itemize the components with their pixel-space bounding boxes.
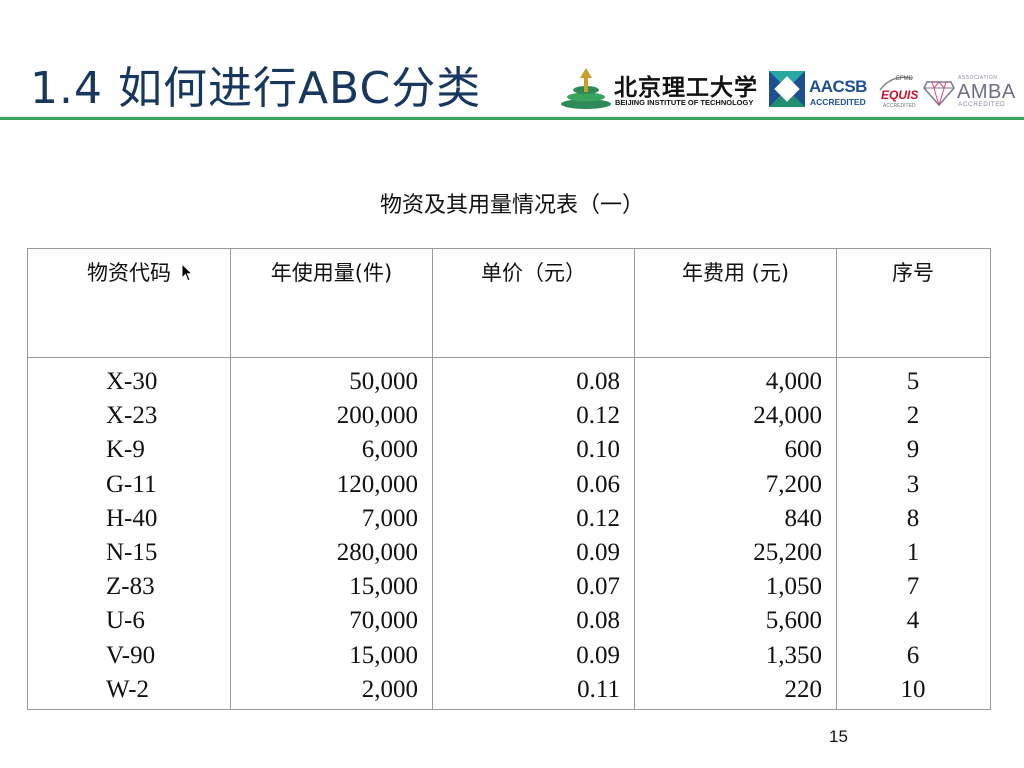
- column-unit-price: 单价（元） 0.08 0.12 0.10 0.06 0.12 0.09 0.07 0.08 0.…: [432, 249, 634, 709]
- equis-status: ACCREDITED: [883, 103, 916, 109]
- logo-strip: 北京理工大学 BEIJING INSTITUTE OF TECHNOLOGY A…: [556, 66, 1015, 112]
- table-cell: 25,200: [753, 538, 822, 566]
- table-cell: 0.06: [576, 470, 620, 498]
- header-rank: 序号: [892, 261, 934, 285]
- table-cell: 1,050: [765, 573, 822, 601]
- table-cell: 5,600: [765, 607, 822, 635]
- table-cell: 600: [784, 436, 823, 464]
- table-cell: 4,000: [765, 368, 822, 395]
- efmd-swoosh-icon: [879, 76, 913, 91]
- aacsb-status: ACCREDITED: [810, 97, 866, 107]
- table-cell: 50,000: [349, 368, 418, 395]
- amba-status: ACCREDITED: [958, 101, 1006, 108]
- amba-name: AMBA: [957, 81, 1016, 103]
- table-cell: 10: [900, 675, 926, 703]
- page-number: 15: [829, 727, 848, 746]
- table-cell: 120,000: [336, 470, 418, 498]
- mouse-pointer-icon: [181, 263, 193, 282]
- annual-usage-cells: 50,000 200,000 6,000 120,000 7,000 280,000 15,…: [231, 365, 432, 707]
- column-annual-usage: 年使用量(件) 50,000 200,000 6,000 120,000 7,000 28…: [230, 249, 432, 709]
- bit-name-en: BEIJING INSTITUTE OF TECHNOLOGY: [615, 98, 754, 107]
- table-cell: W-2: [106, 675, 150, 703]
- table-cell: 0.09: [576, 538, 620, 566]
- table-cell: X-23: [106, 402, 158, 430]
- rank-cells: 5 2 9 3 8 1 7 4 6 10: [837, 365, 989, 707]
- slide-title: 1.4 如何进行ABC分类: [30, 63, 482, 114]
- table-cell: 3: [906, 470, 920, 498]
- unit-price-cells: 0.08 0.12 0.10 0.06 0.12 0.09 0.07 0.08 0.09 0.11: [433, 365, 634, 707]
- table-cell: 7: [906, 573, 920, 601]
- table-cell: 70,000: [349, 607, 418, 635]
- column-annual-cost: 年费用 (元) 4,000 24,000 600 7,200 840 25,200 1,05…: [634, 249, 836, 709]
- table-cell: 15,000: [349, 573, 418, 601]
- header-divider: [0, 117, 1024, 120]
- header-annual-cost: 年费用 (元): [681, 261, 790, 285]
- table-cell: 2: [906, 402, 920, 430]
- table-cell: 0.08: [576, 368, 620, 395]
- header-annual-usage: 年使用量(件): [270, 261, 393, 285]
- table-cell: 0.11: [577, 675, 620, 703]
- table-cell: 1,350: [765, 641, 822, 669]
- equis-name: EQUIS: [881, 88, 919, 102]
- efmd-label: EFMD: [896, 76, 913, 82]
- table-cell: 7,200: [765, 470, 822, 498]
- table-cell: 1: [906, 538, 920, 566]
- table-caption: 物资及其用量情况表（一）: [379, 193, 644, 218]
- column-code: 物资代码 X-30 X-23 K-9 G-11 H-40 N-15 Z-83 U-6 V-90 W…: [28, 249, 230, 709]
- table-cell: Z-83: [106, 573, 155, 601]
- amba-diamond-icon: [923, 81, 955, 106]
- table-cell: 8: [906, 504, 920, 532]
- table-cell: 2,000: [361, 675, 418, 703]
- table-cell: 0.12: [576, 504, 620, 532]
- table-cell: V-90: [106, 641, 156, 669]
- table-cell: G-11: [106, 470, 157, 498]
- table-cell: N-15: [106, 538, 158, 566]
- header-unit-price: 单价（元）: [481, 261, 586, 285]
- table-cell: 220: [784, 675, 823, 703]
- table-cell: 200,000: [336, 402, 418, 430]
- table-cell: K-9: [106, 436, 145, 464]
- table-cell: 0.08: [576, 607, 620, 635]
- table-cell: 0.07: [576, 573, 620, 601]
- table-cell: 9: [906, 436, 920, 464]
- table-cell: 15,000: [349, 641, 418, 669]
- column-rank: 序号 5 2 9 3 8 1 7 4 6 10: [836, 249, 989, 709]
- table-cell: H-40: [106, 504, 158, 532]
- header-row-divider: [28, 357, 990, 358]
- table-cell: 840: [784, 504, 823, 532]
- amba-association: ASSOCIATION: [958, 75, 998, 81]
- table-cell: 7,000: [361, 504, 418, 532]
- table-cell: 6,000: [361, 436, 418, 464]
- table-cell: 0.12: [576, 402, 620, 430]
- code-cells: X-30 X-23 K-9 G-11 H-40 N-15 Z-83 U-6 V-90 W-2: [28, 365, 230, 707]
- annual-cost-cells: 4,000 24,000 600 7,200 840 25,200 1,050 5,600 1,…: [635, 365, 836, 707]
- table-cell: 0.10: [576, 436, 620, 464]
- table-cell: 24,000: [753, 402, 822, 430]
- table-cell: 4: [906, 607, 920, 635]
- aacsb-logo-icon: [769, 71, 805, 107]
- header-code: 物资代码: [87, 261, 171, 285]
- table-cell: 5: [906, 368, 920, 395]
- materials-table: 物资代码 X-30 X-23 K-9 G-11 H-40 N-15 Z-83 U-6 V-90 W…: [27, 248, 991, 710]
- table-cell: X-30: [106, 368, 158, 395]
- table-cell: 280,000: [336, 538, 418, 566]
- aacsb-name: AACSB: [809, 77, 867, 96]
- bit-emblem-icon: [561, 68, 611, 109]
- table-cell: 6: [906, 641, 920, 669]
- table-cell: U-6: [106, 607, 145, 635]
- table-cell: 0.09: [576, 641, 620, 669]
- bit-name-cn: 北京理工大学: [614, 74, 758, 101]
